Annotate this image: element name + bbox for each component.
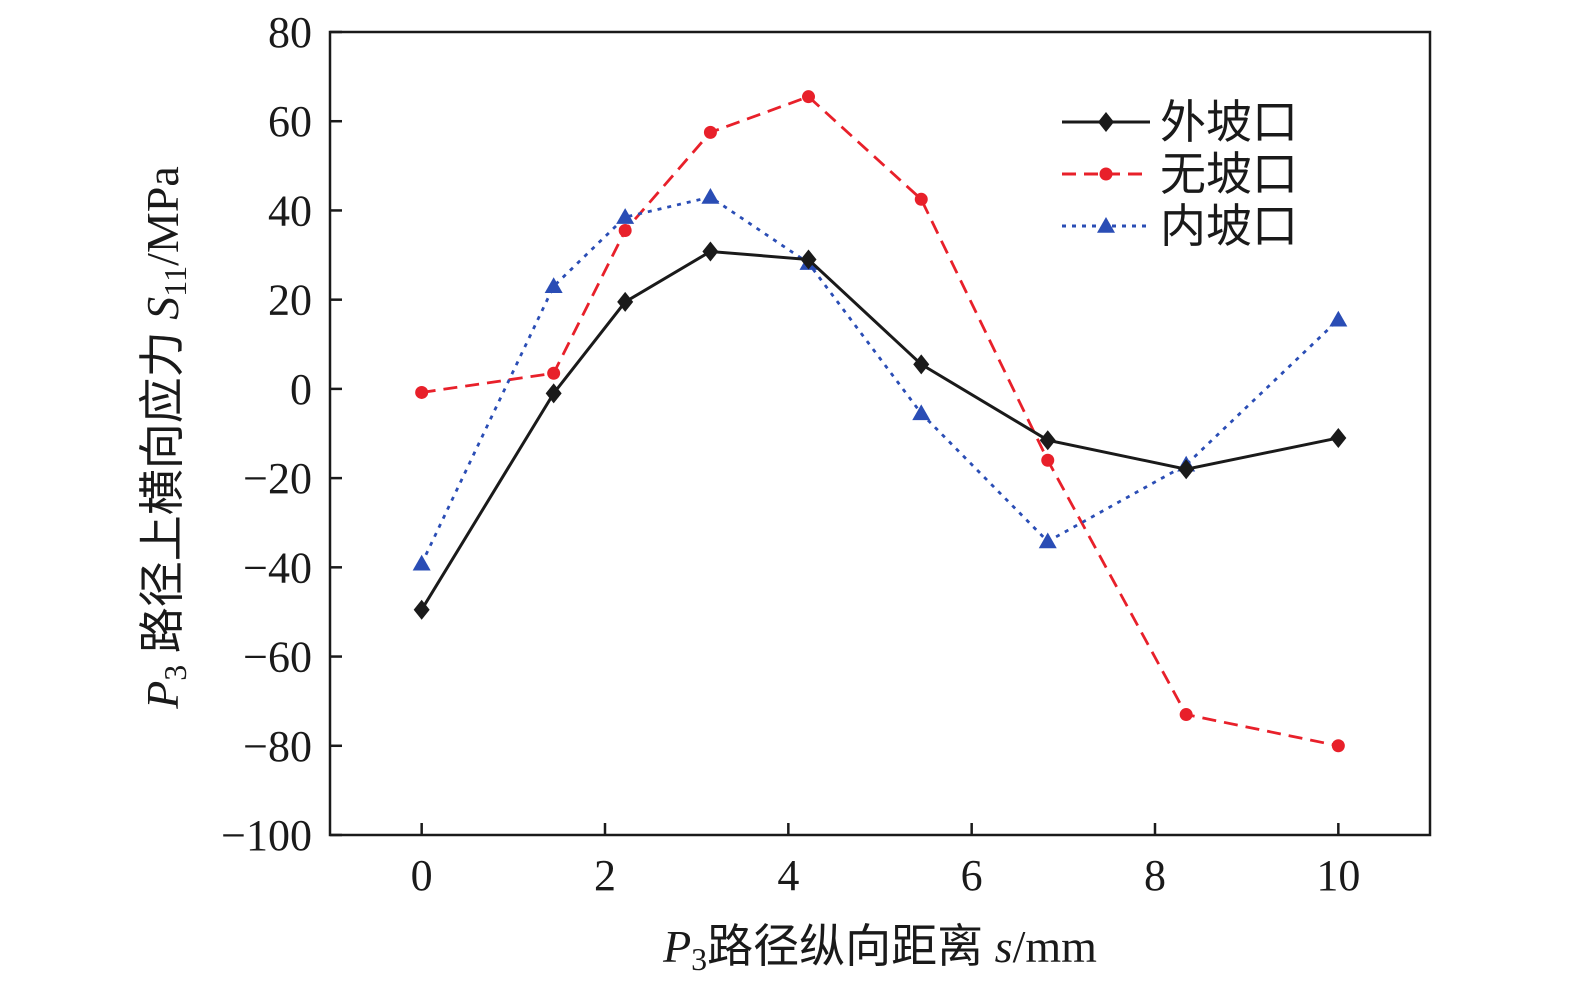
- x-tick-label: 0: [411, 851, 433, 900]
- series-circle: [415, 90, 1345, 753]
- data-point: [800, 249, 817, 270]
- data-point: [912, 404, 931, 421]
- data-point: [547, 366, 561, 380]
- series-line: [421, 95, 1339, 748]
- y-tick-label: −80: [243, 722, 312, 771]
- y-tick-label: −100: [221, 811, 312, 860]
- y-tick-label: −60: [243, 633, 312, 682]
- legend-item: 内坡口: [1062, 201, 1298, 252]
- legend-marker: [1099, 167, 1113, 181]
- data-point: [702, 241, 719, 262]
- y-axis-title-symbol: S: [137, 297, 188, 320]
- y-axis-title-var: P: [137, 681, 188, 710]
- y-axis-title-text: 路径上横向应力: [137, 320, 188, 665]
- plot-frame: [328, 30, 1432, 837]
- y-tick-label: 0: [290, 365, 312, 414]
- data-point: [616, 208, 635, 224]
- x-tick-label: 8: [1144, 851, 1166, 900]
- data-point: [1179, 708, 1193, 722]
- y-tick-label: −40: [243, 543, 312, 592]
- x-tick-label: 10: [1316, 851, 1360, 900]
- data-point: [618, 224, 632, 238]
- y-tick-label: 60: [268, 97, 312, 146]
- data-point: [701, 188, 720, 204]
- data-point: [617, 291, 634, 312]
- y-axis-title-symbol-sub: 11: [157, 266, 193, 297]
- data-point: [802, 90, 815, 104]
- y-tick-label: 40: [268, 186, 312, 235]
- y-axis-title-sub: 3: [157, 665, 193, 681]
- data-point: [413, 599, 430, 620]
- data-point: [1041, 453, 1055, 467]
- legend-marker: [1098, 112, 1114, 132]
- legend-item: 外坡口: [1062, 97, 1298, 148]
- data-point: [1039, 430, 1056, 451]
- legend-label: 无坡口: [1160, 149, 1298, 200]
- x-axis-title-text: 路径纵向距离: [707, 921, 995, 972]
- legend-label: 外坡口: [1160, 97, 1298, 148]
- data-point: [1331, 739, 1345, 753]
- legend-label: 内坡口: [1160, 201, 1298, 252]
- data-point: [703, 125, 717, 139]
- data-point: [1330, 427, 1347, 448]
- x-tick-label: 2: [594, 851, 616, 900]
- data-point: [412, 554, 431, 571]
- y-axis-title: P3 路径上横向应力 S11/MPa: [137, 166, 193, 710]
- x-axis-title-symbol: s: [995, 921, 1013, 972]
- data-point: [1038, 532, 1057, 549]
- y-tick-label: 80: [268, 8, 312, 57]
- series-line: [420, 249, 1339, 611]
- data-point: [1178, 459, 1195, 480]
- data-point: [1329, 310, 1348, 327]
- legend-item: 无坡口: [1062, 149, 1298, 200]
- data-point: [545, 383, 562, 404]
- x-axis-title-var: P: [662, 921, 691, 972]
- series-layer: [412, 90, 1348, 753]
- axis-ticks: 0 2 4 6 8 10 80 60 40 20 0 −20 −40 −60 −80 −100: [221, 8, 1360, 900]
- data-point: [415, 385, 429, 399]
- data-point: [913, 354, 930, 375]
- x-axis-title-sub: 3: [691, 941, 707, 977]
- x-tick-label: 4: [777, 851, 799, 900]
- legend-marker: [1097, 217, 1115, 233]
- series-diamond: [413, 241, 1347, 620]
- data-point: [914, 192, 928, 206]
- x-tick-label: 6: [961, 851, 983, 900]
- data-point: [544, 277, 563, 294]
- x-axis-title-unit: /mm: [1013, 921, 1098, 972]
- x-axis-title: P3路径纵向距离 s/mm: [662, 921, 1097, 977]
- y-tick-label: 20: [268, 276, 312, 325]
- series-line: [420, 195, 1340, 565]
- y-tick-label: −20: [243, 454, 312, 503]
- y-axis-title-unit: /MPa: [137, 166, 188, 266]
